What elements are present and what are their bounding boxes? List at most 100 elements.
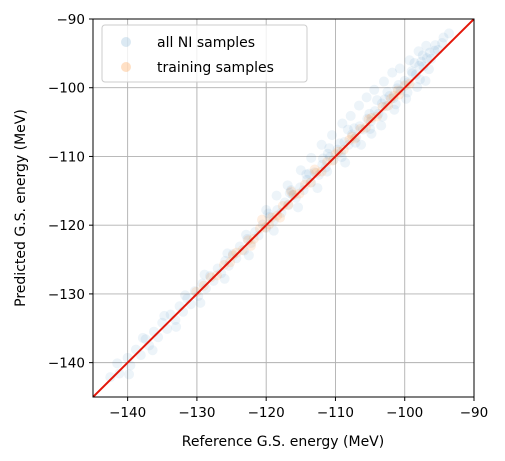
point-all-ni-samples-79 xyxy=(418,61,429,72)
point-all-ni-samples-74 xyxy=(399,75,410,86)
point-all-ni-samples-112 xyxy=(340,157,351,168)
point-all-ni-samples-118 xyxy=(412,82,423,93)
x-tick-label-3: −110 xyxy=(317,405,354,421)
point-all-ni-samples-105 xyxy=(372,95,383,106)
point-all-ni-samples-152 xyxy=(414,74,425,85)
point-all-ni-samples-142 xyxy=(364,108,375,119)
point-all-ni-samples-0 xyxy=(105,372,116,383)
point-all-ni-samples-154 xyxy=(390,99,401,110)
point-all-ni-samples-149 xyxy=(438,32,449,43)
point-all-ni-samples-126 xyxy=(171,321,182,332)
point-all-ni-samples-80 xyxy=(421,53,432,64)
reference-line xyxy=(93,19,474,397)
legend-label-all-ni-samples: all NI samples xyxy=(157,35,255,51)
point-all-ni-samples-88 xyxy=(295,165,306,176)
point-all-ni-samples-141 xyxy=(349,123,360,134)
point-all-ni-samples-95 xyxy=(361,92,372,103)
point-all-ni-samples-155 xyxy=(377,111,388,122)
point-all-ni-samples-5 xyxy=(135,350,146,361)
point-all-ni-samples-125 xyxy=(195,297,206,308)
point-all-ni-samples-91 xyxy=(326,130,337,141)
point-all-ni-samples-45 xyxy=(290,192,301,203)
point-all-ni-samples-78 xyxy=(414,60,425,71)
point-all-ni-samples-77 xyxy=(410,69,421,80)
point-all-ni-samples-128 xyxy=(124,369,135,380)
point-all-ni-samples-138 xyxy=(304,168,315,179)
x-tick-label-2: −120 xyxy=(248,405,285,421)
point-all-ni-samples-134 xyxy=(222,248,233,259)
point-all-ni-samples-116 xyxy=(389,104,400,115)
x-tick-label-0: −140 xyxy=(109,405,146,421)
point-all-ni-samples-85 xyxy=(261,205,272,216)
point-all-ni-samples-159 xyxy=(322,166,333,177)
point-training-samples-6 xyxy=(231,247,242,258)
point-training-samples-16 xyxy=(288,189,299,200)
point-training-samples-48 xyxy=(286,186,297,197)
point-all-ni-samples-151 xyxy=(423,64,434,75)
plot-frame xyxy=(92,18,475,398)
point-all-ni-samples-135 xyxy=(241,229,252,240)
point-all-ni-samples-147 xyxy=(424,47,435,58)
legend-marker-training-samples xyxy=(121,62,131,72)
point-all-ni-samples-115 xyxy=(376,120,387,131)
point-all-ni-samples-124 xyxy=(219,273,230,284)
point-all-ni-samples-96 xyxy=(369,84,380,95)
point-training-samples-49 xyxy=(263,219,274,230)
x-tick-label-4: −100 xyxy=(386,405,423,421)
point-all-ni-samples-76 xyxy=(407,68,418,79)
point-all-ni-samples-119 xyxy=(420,75,431,86)
point-all-ni-samples-143 xyxy=(379,94,390,105)
point-all-ni-samples-144 xyxy=(393,79,404,90)
point-training-samples-20 xyxy=(311,167,322,178)
point-all-ni-samples-139 xyxy=(322,148,333,159)
point-all-ni-samples-87 xyxy=(282,180,293,191)
point-all-ni-samples-90 xyxy=(316,139,327,150)
point-all-ni-samples-121 xyxy=(293,202,304,213)
point-all-ni-samples-156 xyxy=(365,123,376,134)
point-all-ni-samples-72 xyxy=(392,83,403,94)
point-training-samples-32 xyxy=(377,101,388,112)
point-all-ni-samples-31 xyxy=(239,245,250,256)
y-tick-label-5: −90 xyxy=(57,12,86,28)
x-tick-label-5: −90 xyxy=(460,405,489,421)
y-tick-label-1: −130 xyxy=(48,287,85,303)
point-training-samples-46 xyxy=(385,93,396,104)
legend-marker-all-ni-samples xyxy=(121,37,131,47)
point-all-ni-samples-102 xyxy=(421,40,432,51)
point-training-samples-28 xyxy=(355,123,366,134)
point-training-samples-38 xyxy=(257,214,268,225)
point-training-samples-14 xyxy=(277,200,288,211)
point-all-ni-samples-82 xyxy=(429,45,440,56)
point-all-ni-samples-47 xyxy=(298,185,309,196)
point-all-ni-samples-136 xyxy=(263,208,274,219)
point-training-samples-0 xyxy=(191,286,202,297)
point-all-ni-samples-25 xyxy=(216,268,227,279)
point-training-samples-12 xyxy=(266,212,277,223)
point-all-ni-samples-108 xyxy=(324,143,335,154)
point-all-ni-samples-122 xyxy=(268,225,279,236)
y-tick-label-0: −140 xyxy=(48,356,85,372)
point-all-ni-samples-137 xyxy=(284,187,295,198)
point-all-ni-samples-51 xyxy=(313,170,324,181)
legend-box xyxy=(101,24,308,83)
point-all-ni-samples-86 xyxy=(271,190,282,201)
point-training-samples-2 xyxy=(205,272,216,283)
point-all-ni-samples-81 xyxy=(426,53,437,64)
point-training-samples-42 xyxy=(309,164,320,175)
point-all-ni-samples-133 xyxy=(199,269,210,280)
point-all-ni-samples-110 xyxy=(301,169,312,180)
point-all-ni-samples-153 xyxy=(402,87,413,98)
point-all-ni-samples-129 xyxy=(112,358,123,369)
y-tick-label-4: −100 xyxy=(48,81,85,97)
point-all-ni-samples-103 xyxy=(417,50,428,61)
point-training-samples-22 xyxy=(322,156,333,167)
point-all-ni-samples-150 xyxy=(444,28,455,39)
point-all-ni-samples-114 xyxy=(366,128,377,139)
point-training-samples-40 xyxy=(245,240,256,251)
point-all-ni-samples-11 xyxy=(162,323,173,334)
point-all-ni-samples-97 xyxy=(378,76,389,87)
point-training-samples-44 xyxy=(347,131,358,142)
point-all-ni-samples-93 xyxy=(345,110,356,121)
point-all-ni-samples-21 xyxy=(200,283,211,294)
x-axis-label: Reference G.S. energy (MeV) xyxy=(182,434,384,450)
